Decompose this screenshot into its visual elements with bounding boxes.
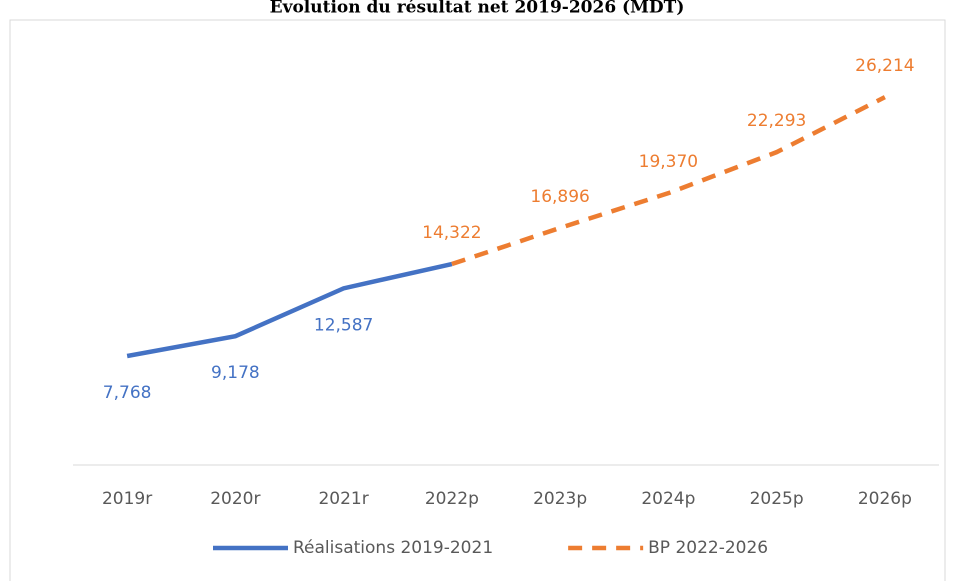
x-tick-label: 2025p xyxy=(750,489,804,509)
chart: Évolution du résultat net 2019-2026 (MDT… xyxy=(0,0,955,581)
x-tick-label: 2021r xyxy=(318,489,368,509)
chart-title: Évolution du résultat net 2019-2026 (MDT… xyxy=(270,0,685,18)
legend-label: Réalisations 2019-2021 xyxy=(293,538,493,558)
data-label: 26,214 xyxy=(855,56,914,76)
data-label: 9,178 xyxy=(211,363,260,383)
x-tick-label: 2020r xyxy=(210,489,260,509)
data-label: 22,293 xyxy=(747,111,806,131)
data-label: 12,587 xyxy=(314,315,373,335)
x-tick-label: 2023p xyxy=(533,489,587,509)
x-tick-label: 2019r xyxy=(102,489,152,509)
data-label: 16,896 xyxy=(530,187,589,207)
data-label: 19,370 xyxy=(639,152,698,172)
x-tick-label: 2026p xyxy=(858,489,912,509)
x-tick-label: 2022p xyxy=(425,489,479,509)
data-label: 7,768 xyxy=(103,383,152,403)
data-label: 14,322 xyxy=(422,223,481,243)
legend-label: BP 2022-2026 xyxy=(648,538,768,558)
x-tick-label: 2024p xyxy=(641,489,695,509)
